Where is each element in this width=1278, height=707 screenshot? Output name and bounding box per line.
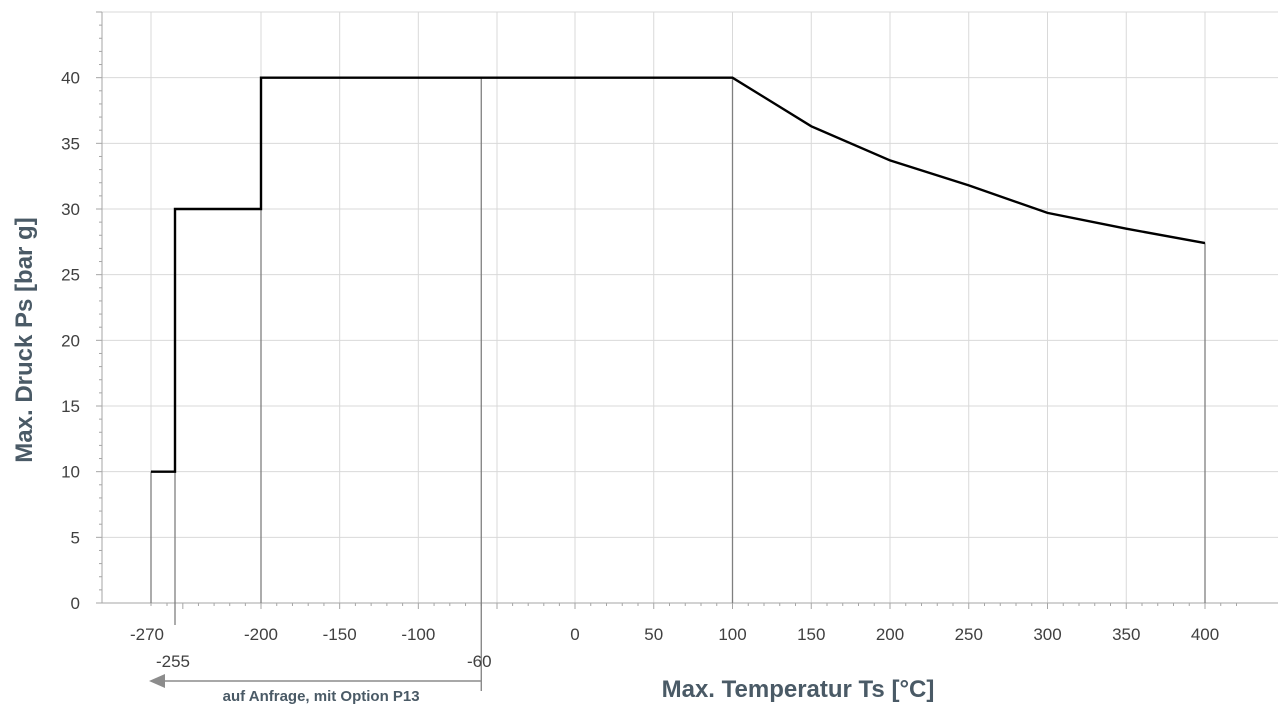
- y-tick-label: 0: [71, 594, 80, 613]
- x-tick-label: -150: [323, 625, 357, 644]
- x-tick-label: 100: [718, 625, 746, 644]
- x-tick-label: 350: [1112, 625, 1140, 644]
- x-axis-title: Max. Temperatur Ts [°C]: [662, 676, 935, 703]
- x-tick-label: 200: [876, 625, 904, 644]
- x-tick-label-lower: -60: [467, 652, 492, 671]
- x-tick-label: -100: [401, 625, 435, 644]
- x-tick-label-lower: -255: [156, 652, 190, 671]
- y-tick-label: 15: [61, 397, 80, 416]
- y-tick-label: 20: [61, 331, 80, 350]
- x-tick-label: -270: [130, 625, 164, 644]
- y-tick-label: 35: [61, 134, 80, 153]
- tick-labels: 0 5 10 15 20 25 30 35 40 -270 -200 -150 -100 0 50 100 15…: [61, 69, 1219, 671]
- series-line: [151, 76, 1206, 473]
- x-tick-label: 400: [1191, 625, 1219, 644]
- y-tick-label: 10: [61, 463, 80, 482]
- y-tick-label: 30: [61, 200, 80, 219]
- y-tick-label: 40: [61, 69, 80, 88]
- y-tick-label: 5: [71, 528, 80, 547]
- drop-lines: [150, 77, 1206, 691]
- annotation-arrow-head: [149, 674, 165, 688]
- x-tick-label: 150: [797, 625, 825, 644]
- annotation: auf Anfrage, mit Option P13: [149, 674, 482, 705]
- x-tick-label: 0: [570, 625, 579, 644]
- series: [150, 76, 1206, 473]
- x-tick-label: 50: [644, 625, 663, 644]
- x-tick-label: -200: [244, 625, 278, 644]
- grid: [102, 11, 1278, 603]
- x-tick-label: 300: [1033, 625, 1061, 644]
- x-tick-label: 250: [955, 625, 983, 644]
- y-tick-label: 25: [61, 266, 80, 285]
- annotation-text: auf Anfrage, mit Option P13: [223, 688, 420, 705]
- y-axis-title: Max. Druck Ps [bar g]: [11, 217, 38, 462]
- axes: [96, 11, 1278, 609]
